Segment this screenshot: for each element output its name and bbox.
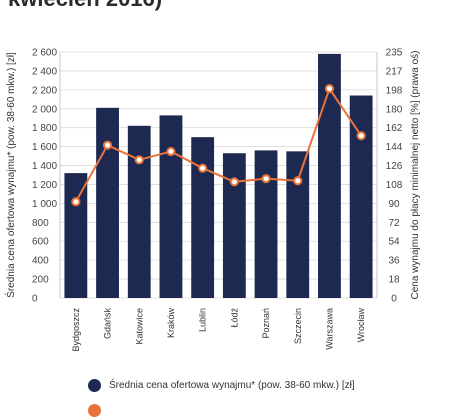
line-point [134,155,144,165]
line-point [102,140,113,150]
chart-title: kwiecień 2016) [8,0,162,12]
category-label: Lublin [198,308,208,332]
right-tick-label: 72 [388,218,400,229]
bar [127,125,151,298]
y-axis-title: Średnia cena ofertowa wynajmu* (pow. 38-… [4,52,17,298]
category-label: Szczecin [293,308,303,344]
left-tick-label: 2 400 [32,66,57,77]
left-tick-label: 800 [32,218,49,229]
left-tick-label: 0 [32,294,38,305]
right-tick-label: 90 [388,199,400,210]
right-tick-label: 0 [391,294,397,305]
right-tick-label: 108 [386,180,403,191]
right-tick-label: 144 [386,142,403,153]
bar [286,151,310,298]
bar [349,95,373,299]
line-point [324,84,335,94]
legend-bar-label: Średnia cena ofertowa wynajmu* (pow. 38-… [109,380,355,391]
line-series [74,86,362,203]
left-tick-label: 1 800 [32,123,57,134]
bar [254,150,278,298]
category-label: Łódź [229,308,239,328]
bar [159,115,183,299]
right-tick-label: 162 [386,123,403,134]
right-tick-label: 217 [386,66,403,77]
left-tick-label: 600 [32,237,49,248]
right-tick-label: 18 [388,275,400,286]
line-point [356,131,366,141]
left-tick-label: 1 000 [32,199,57,210]
left-tick-label: 1 400 [32,161,57,172]
y2-axis-title: Cena wynajmu do płacy minimalnej netto [… [410,51,421,300]
category-label: Bydgoszcz [71,308,81,352]
line-point [293,176,303,186]
line-point [198,163,208,173]
line-point [166,146,176,157]
left-tick-label: 2 000 [32,104,57,115]
legend-item-bars: Średnia cena ofertowa wynajmu* (pow. 38-… [88,379,355,392]
category-label: Katowice [134,308,144,345]
category-label: Poznań [261,308,271,339]
right-tick-label: 126 [386,161,403,172]
legend-bar-marker [88,379,101,392]
bar [64,173,88,298]
bar [96,107,119,298]
line-point [229,177,239,187]
left-tick-label: 1 200 [32,180,57,191]
line-point [71,197,81,207]
left-tick-label: 2 600 [32,48,57,59]
legend-line-marker [88,404,101,417]
right-tick-label: 235 [386,48,403,59]
line-point [261,174,271,184]
category-label: Warszawa [324,308,334,350]
left-tick-label: 400 [32,256,49,267]
left-tick-label: 200 [32,275,49,286]
left-tick-label: 2 200 [32,85,57,96]
combo-chart: 0 200 400 600 800 1 000 1 200 1 400 1 600 1 800 2 … [4,48,421,352]
right-tick-label: 54 [388,237,400,248]
right-tick-label: 180 [386,104,403,115]
bar [318,53,341,299]
right-tick-label: 36 [388,256,400,267]
left-tick-label: 1 600 [32,142,57,153]
category-label: Kraków [166,308,176,339]
bar [222,153,246,298]
bar [191,137,215,298]
category-label: Wrocław [356,308,366,343]
right-tick-label: 198 [386,85,403,96]
category-label: Gdańsk [103,308,113,340]
